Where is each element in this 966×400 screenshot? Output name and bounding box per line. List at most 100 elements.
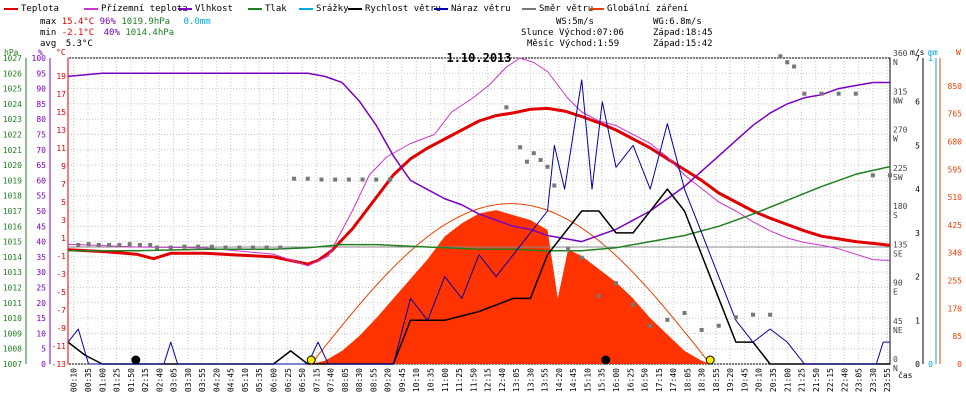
x-tick-label: 04:45 xyxy=(227,368,236,392)
wind-direction-point xyxy=(751,312,755,317)
x-tick-label: 11:25 xyxy=(455,368,464,392)
tick-radiation: 850 xyxy=(948,82,963,91)
tick-direction-label: NW xyxy=(893,96,903,105)
wind-direction-point xyxy=(305,176,310,181)
wind-direction-point xyxy=(137,243,142,247)
wind-direction-point xyxy=(76,243,81,247)
unit-pct: % xyxy=(38,48,43,57)
tick-humidity_pct: 85 xyxy=(36,100,46,109)
wind-direction-point xyxy=(196,244,201,249)
legend-label: Teplota xyxy=(21,4,59,14)
x-tick-label: 02:40 xyxy=(155,368,164,392)
stat-moon-set: Západ:15:42 xyxy=(653,39,713,49)
legend-label: Srážky xyxy=(316,4,349,14)
tick-temperature_c: -7 xyxy=(56,306,66,315)
wind-direction-point xyxy=(374,177,379,182)
wind-direction-point xyxy=(96,243,101,247)
tick-radiation: 255 xyxy=(948,277,963,286)
legend-swatch xyxy=(248,7,262,10)
stat-min-row: min -2.1°C 40% 1014.4hPa xyxy=(40,28,174,38)
tick-radiation: 510 xyxy=(948,193,963,202)
x-tick-label: 04:20 xyxy=(212,368,221,392)
tick-pressure_hpa: 1024 xyxy=(3,100,22,109)
x-tick-label: 23:05 xyxy=(855,368,864,392)
x-tick-label: 12:40 xyxy=(498,368,507,392)
unit-time: čas xyxy=(898,370,913,380)
tick-radiation: 170 xyxy=(948,304,963,313)
tick-precip: 1 xyxy=(928,54,933,63)
x-tick-label: 09:45 xyxy=(398,368,407,392)
legend-swatch xyxy=(434,7,448,10)
stat-min-temp: -2.1°C xyxy=(61,28,95,38)
tick-temperature_c: -5 xyxy=(56,288,66,297)
tick-direction-label: N xyxy=(893,58,898,67)
tick-pressure_hpa: 1015 xyxy=(3,238,22,247)
tick-direction: 135 xyxy=(893,240,908,249)
stat-min-press: 1014.4hPa xyxy=(125,28,175,38)
tick-temperature_c: 17 xyxy=(56,90,66,99)
marker-moon-rise xyxy=(131,355,141,365)
tick-humidity_pct: 25 xyxy=(36,284,46,293)
wind-direction-point xyxy=(292,176,297,181)
wind-direction-point xyxy=(117,243,122,247)
tick-temperature_c: 15 xyxy=(56,108,66,117)
x-tick-label: 18:30 xyxy=(698,368,707,392)
stat-min-hum: 40% xyxy=(103,28,120,38)
wind-direction-point xyxy=(819,91,824,96)
tick-temperature_c: -9 xyxy=(56,324,66,333)
wind-direction-point xyxy=(785,60,790,65)
tick-direction-label: W xyxy=(893,135,898,144)
tick-direction-label: SE xyxy=(893,249,903,258)
x-tick-label: 01:50 xyxy=(127,368,136,392)
x-tick-label: 06:50 xyxy=(298,368,307,392)
tick-temperature_c: -11 xyxy=(52,342,67,351)
x-tick-label: 08:05 xyxy=(341,368,350,392)
tick-pressure_hpa: 1020 xyxy=(3,161,22,170)
legend-item-1: Přízemní teplota xyxy=(84,4,188,14)
wind-direction-point xyxy=(278,245,283,250)
tick-wind: 2 xyxy=(915,273,920,282)
unit-mm: mm xyxy=(928,48,938,57)
legend-label: Globální záření xyxy=(607,4,689,14)
unit-degc: °C xyxy=(56,48,66,57)
tick-wind: 3 xyxy=(915,229,920,238)
x-tick-label: 17:40 xyxy=(669,368,678,392)
tick-radiation: 680 xyxy=(948,137,963,146)
legend-swatch xyxy=(84,7,98,10)
wind-direction-point xyxy=(127,242,132,247)
wind-direction-point xyxy=(853,91,858,96)
wind-direction-point xyxy=(518,145,523,150)
tick-humidity_pct: 30 xyxy=(36,268,46,277)
wind-direction-point xyxy=(545,164,550,169)
x-tick-label: 11:00 xyxy=(441,368,450,392)
tick-temperature_c: 3 xyxy=(61,216,66,225)
x-tick-label: 06:00 xyxy=(270,368,279,392)
tick-humidity_pct: 100 xyxy=(32,54,47,63)
chart-legend: Teplota Přízemní teplota Vlhkost Tlak Srážky… xyxy=(0,0,966,16)
wind-direction-point xyxy=(387,177,392,182)
radiation-clearsky-line xyxy=(310,203,709,365)
stat-max-label: max xyxy=(40,17,57,27)
tick-pressure_hpa: 1021 xyxy=(3,146,22,155)
wind-direction-point xyxy=(792,64,797,69)
x-tick-label: 05:35 xyxy=(255,368,264,392)
tick-wind: 4 xyxy=(915,185,920,194)
wind-direction-point xyxy=(733,315,738,320)
tick-pressure_hpa: 1007 xyxy=(3,360,22,369)
radiation-area xyxy=(311,210,711,364)
wind-direction-point xyxy=(665,317,670,322)
stat-precip: 0.0mm xyxy=(183,17,211,27)
x-tick-label: 14:20 xyxy=(555,368,564,392)
tick-temperature_c: 7 xyxy=(61,180,66,189)
x-tick-label: 21:25 xyxy=(798,368,807,392)
wind-direction-point xyxy=(579,255,584,260)
legend-label: Rychlost větru xyxy=(365,4,441,14)
tick-humidity_pct: 35 xyxy=(36,253,46,262)
tick-temperature_c: 13 xyxy=(56,126,66,135)
x-tick-label: 21:00 xyxy=(783,368,792,392)
tick-temperature_c: -13 xyxy=(52,360,67,369)
wind-direction-point xyxy=(148,243,153,247)
wind-direction-point xyxy=(596,294,601,298)
unit-w: W xyxy=(956,48,961,57)
wind-direction-point xyxy=(836,91,841,96)
